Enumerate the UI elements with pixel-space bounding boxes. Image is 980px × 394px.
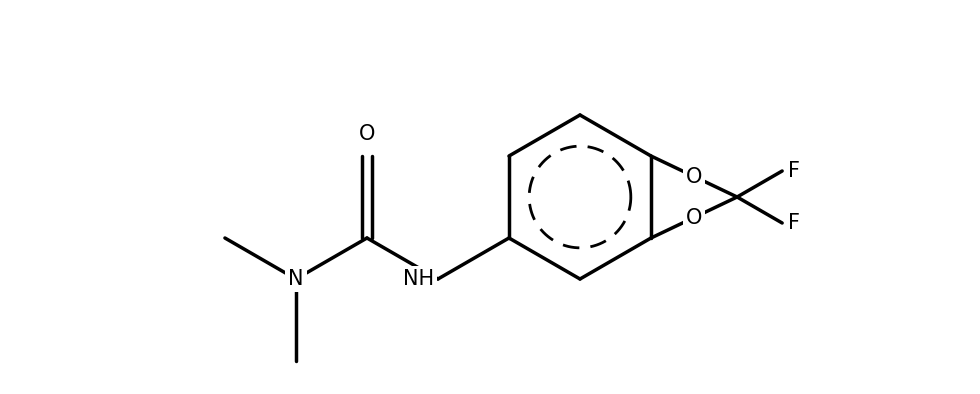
Text: NH: NH: [403, 269, 434, 289]
Text: F: F: [788, 161, 800, 181]
Text: N: N: [288, 269, 304, 289]
Text: O: O: [686, 167, 703, 186]
Text: O: O: [359, 124, 375, 144]
Text: O: O: [686, 208, 703, 227]
Text: F: F: [788, 213, 800, 233]
